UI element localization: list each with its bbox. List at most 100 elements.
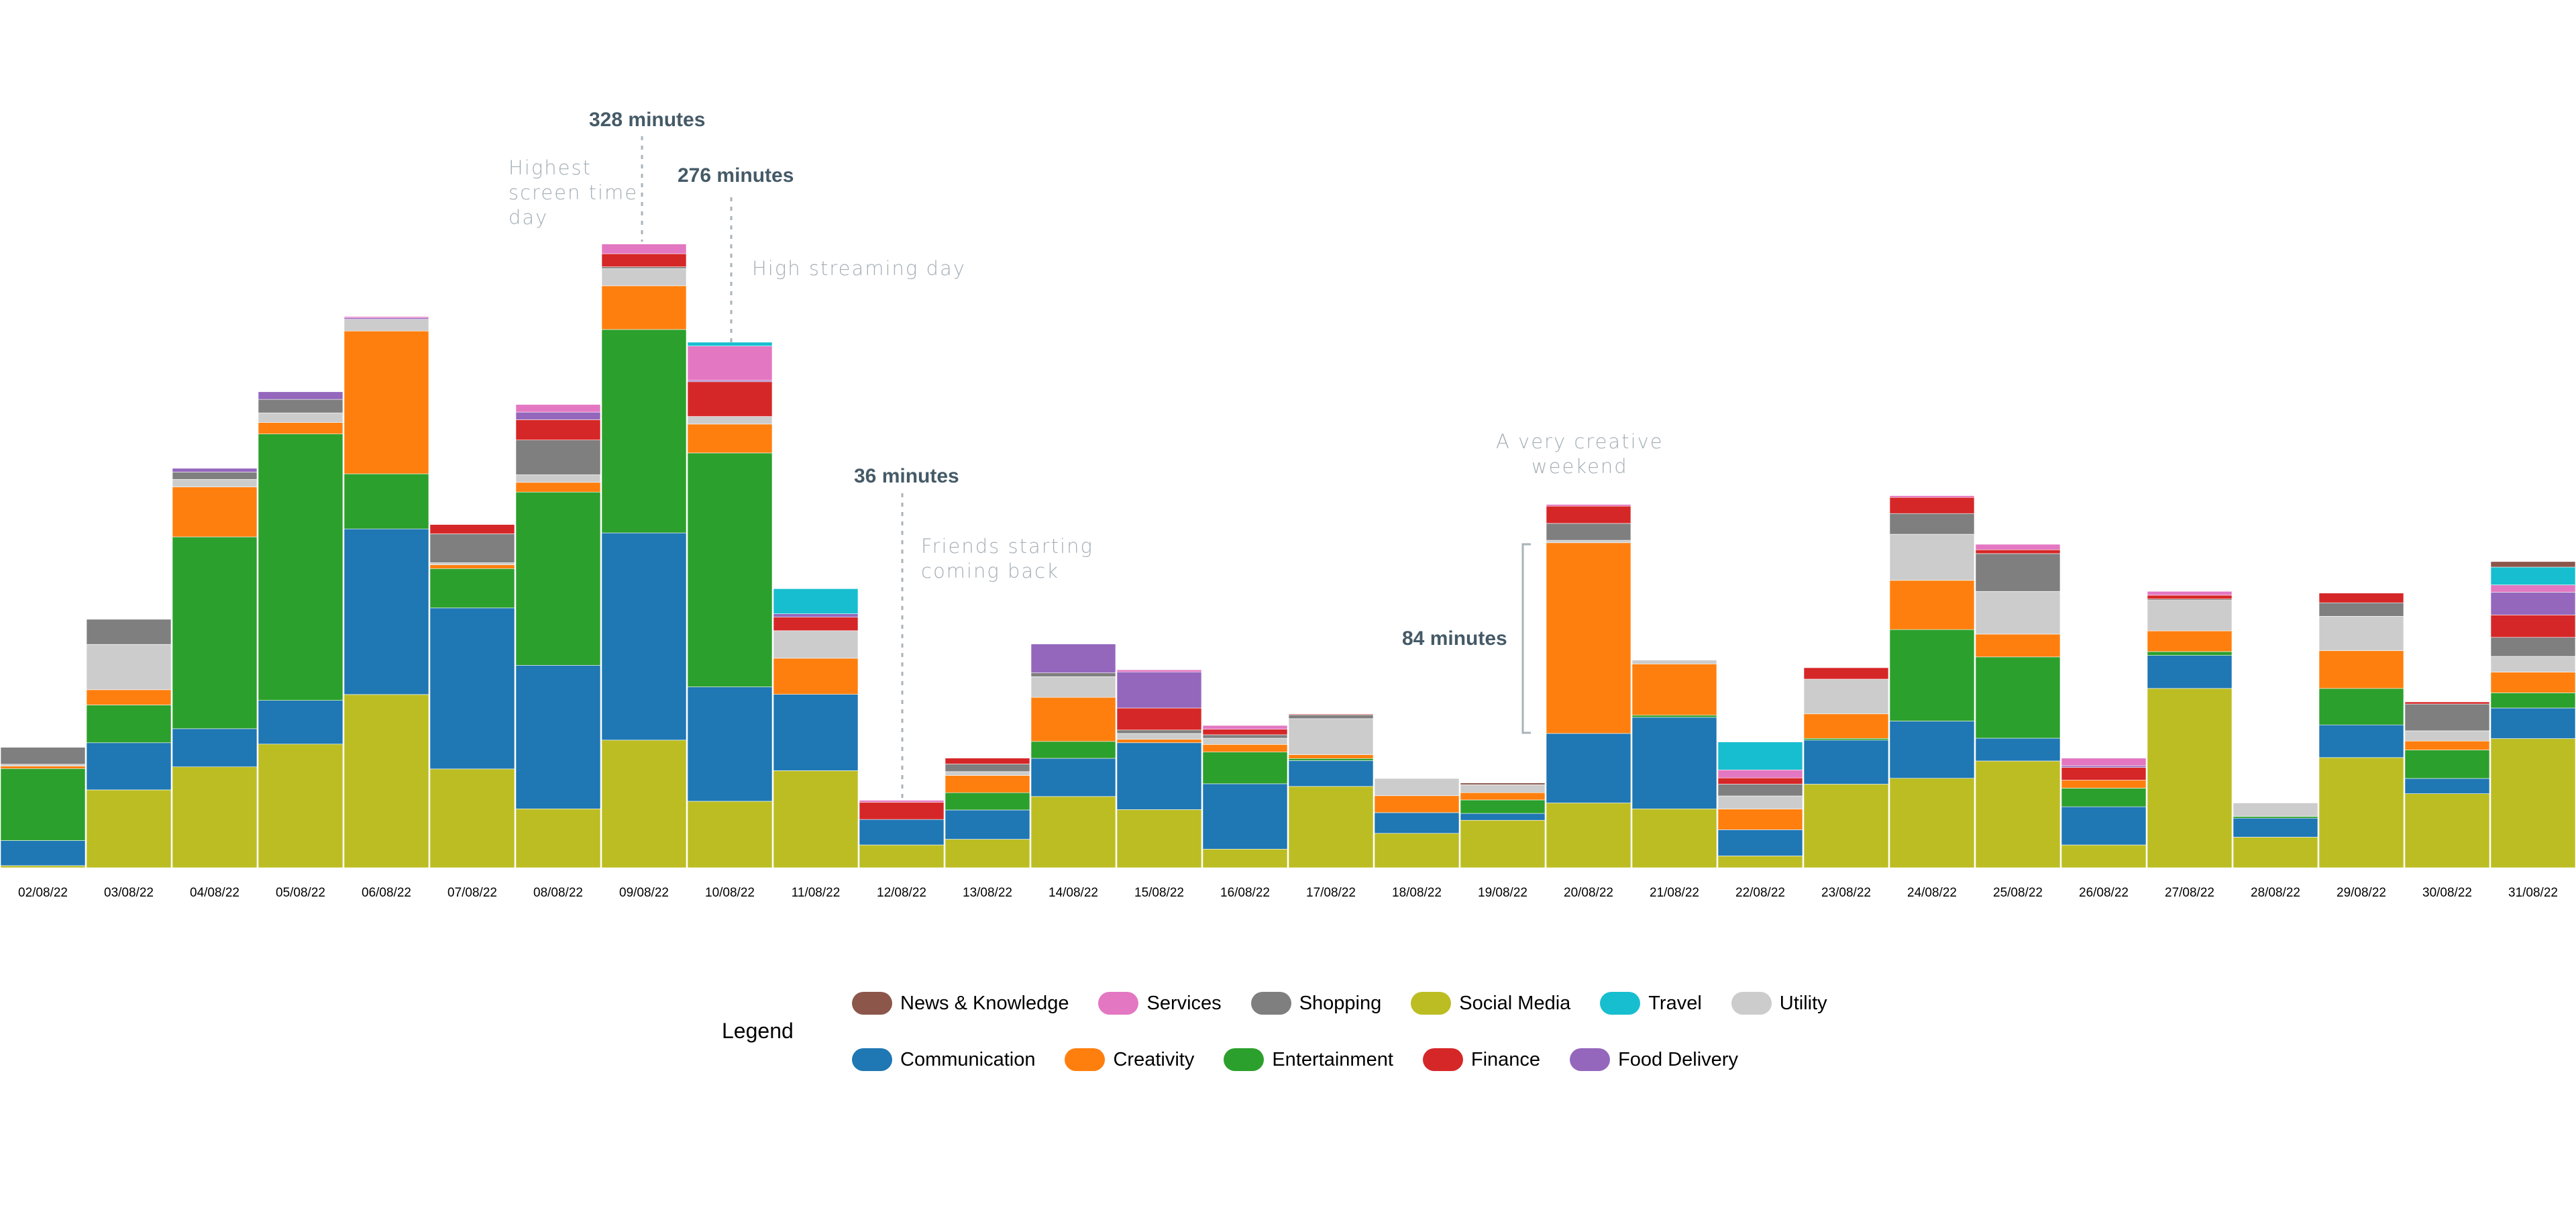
legend-item[interactable]: Social Media	[1411, 992, 1570, 1015]
bar-segment-social-media-18/08/22	[1374, 833, 1460, 868]
bar-segment-entertainment-07/08/22	[429, 568, 515, 609]
bar-segment-social-media-05/08/22	[258, 744, 343, 868]
bar-segment-creativity-19/08/22	[1460, 792, 1546, 801]
bar-segment-finance-20/08/22	[1546, 505, 1631, 524]
bar-segment-finance-17/08/22	[1288, 713, 1374, 715]
legend-item[interactable]: Travel	[1600, 992, 1702, 1015]
bar-segment-utility-30/08/22	[2404, 730, 2490, 742]
legend-item[interactable]: Communication	[852, 1048, 1035, 1071]
annotation-streaming-total: 276 minutes	[678, 164, 794, 187]
bar-segment-shopping-04/08/22	[172, 472, 258, 480]
legend-label: Food Delivery	[1618, 1048, 1738, 1070]
x-tick-label: 31/08/22	[2508, 886, 2558, 900]
x-tick-label: 21/08/22	[1650, 886, 1699, 900]
legend-item[interactable]: Creativity	[1065, 1048, 1194, 1071]
bar-segment-food-delivery-05/08/22	[258, 391, 343, 400]
x-tick-label: 19/08/22	[1478, 886, 1527, 900]
legend-item[interactable]: Entertainment	[1224, 1048, 1393, 1071]
annotation-creative-note: A very creative weekend	[1496, 430, 1664, 478]
bar-segment-creativity-07/08/22	[429, 564, 515, 569]
bar-segment-utility-19/08/22	[1460, 784, 1546, 793]
bar-segment-shopping-31/08/22	[2490, 637, 2576, 657]
bar-segment-shopping-05/08/22	[258, 399, 343, 413]
bar-segment-creativity-27/08/22	[2147, 630, 2233, 652]
bar-segment-utility-02/08/22	[0, 764, 86, 766]
bar-segment-services-12/08/22	[859, 800, 945, 803]
bar-segment-entertainment-31/08/22	[2490, 693, 2576, 709]
x-tick-label: 02/08/22	[18, 886, 68, 900]
bar-segment-utility-23/08/22	[1803, 678, 1889, 715]
bar-segment-entertainment-08/08/22	[515, 491, 601, 666]
bar-segment-communication-11/08/22	[773, 694, 859, 771]
bar-segment-services-06/08/22	[343, 316, 429, 319]
bar-segment-entertainment-05/08/22	[258, 434, 343, 701]
x-tick-label: 23/08/22	[1821, 886, 1871, 900]
bar-segment-social-media-24/08/22	[1889, 778, 1975, 868]
bar-segment-services-09/08/22	[601, 244, 687, 254]
bar-segment-food-delivery-14/08/22	[1030, 644, 1116, 673]
bar-segment-finance-22/08/22	[1717, 777, 1803, 784]
bar-segment-utility-14/08/22	[1030, 676, 1116, 698]
bar-segment-news-knowledge-19/08/22	[1460, 782, 1546, 785]
bar-segment-shopping-13/08/22	[945, 764, 1030, 772]
bar-segment-utility-10/08/22	[687, 416, 773, 425]
bar-segment-finance-11/08/22	[773, 617, 859, 631]
bars-group	[0, 244, 2576, 868]
bar-segment-creativity-30/08/22	[2404, 740, 2490, 750]
bar-segment-creativity-16/08/22	[1202, 744, 1288, 752]
bar-segment-services-10/08/22	[687, 346, 773, 381]
bar-segment-social-media-16/08/22	[1202, 848, 1288, 868]
x-tick-label: 04/08/22	[190, 886, 239, 900]
bar-segment-creativity-20/08/22	[1546, 542, 1631, 734]
legend-label: Finance	[1470, 1048, 1541, 1070]
bar-segment-communication-09/08/22	[601, 532, 687, 741]
bar-segment-food-delivery-11/08/22	[773, 613, 859, 618]
bar-segment-communication-04/08/22	[172, 728, 258, 768]
x-tick-label: 14/08/22	[1049, 886, 1098, 900]
bar-segment-utility-29/08/22	[2318, 616, 2404, 651]
bar-segment-shopping-22/08/22	[1717, 784, 1803, 797]
legend-swatch-icon	[1250, 992, 1291, 1015]
x-tick-label: 09/08/22	[619, 886, 669, 900]
legend-item[interactable]: Services	[1098, 992, 1222, 1015]
bar-segment-finance-07/08/22	[429, 524, 515, 534]
bar-segment-communication-22/08/22	[1717, 829, 1803, 856]
bar-segment-creativity-21/08/22	[1631, 664, 1717, 716]
x-tick-label: 20/08/22	[1564, 886, 1613, 900]
bar-segment-shopping-08/08/22	[515, 440, 601, 475]
bar-segment-communication-06/08/22	[343, 528, 429, 695]
bar-segment-creativity-31/08/22	[2490, 672, 2576, 693]
annotation-streaming-note: High streaming day	[752, 257, 966, 280]
bar-segment-social-media-08/08/22	[515, 808, 601, 868]
bar-segment-communication-03/08/22	[86, 742, 172, 791]
bar-segment-communication-26/08/22	[2061, 806, 2147, 846]
legend-item[interactable]: News & Knowledge	[852, 992, 1069, 1015]
bar-segment-services-25/08/22	[1975, 544, 2061, 550]
bar-segment-services-31/08/22	[2490, 585, 2576, 593]
bar-segment-creativity-13/08/22	[945, 775, 1030, 793]
bar-segment-shopping-20/08/22	[1546, 523, 1631, 541]
legend-item[interactable]: Shopping	[1250, 992, 1381, 1015]
bar-segment-services-15/08/22	[1116, 669, 1202, 672]
bar-segment-shopping-03/08/22	[86, 619, 172, 645]
bar-segment-creativity-06/08/22	[343, 330, 429, 474]
legend-item[interactable]: Utility	[1731, 992, 1827, 1015]
bar-segment-finance-27/08/22	[2147, 595, 2233, 599]
bar-segment-utility-15/08/22	[1116, 733, 1202, 740]
bar-segment-social-media-13/08/22	[945, 839, 1030, 868]
bar-segment-utility-06/08/22	[343, 319, 429, 332]
bar-segment-communication-05/08/22	[258, 700, 343, 745]
bar-segment-communication-30/08/22	[2404, 778, 2490, 794]
x-axis-ticks: 02/08/22 03/08/22 04/08/22 05/08/22 06/08/22…	[18, 886, 2558, 900]
x-tick-label: 11/08/22	[792, 886, 841, 900]
bar-segment-social-media-20/08/22	[1546, 803, 1631, 868]
bar-segment-communication-24/08/22	[1889, 721, 1975, 779]
annotation-low-total: 36 minutes	[854, 465, 959, 487]
bar-segment-creativity-22/08/22	[1717, 809, 1803, 830]
bar-segment-finance-15/08/22	[1116, 707, 1202, 731]
x-tick-label: 16/08/22	[1220, 886, 1270, 900]
legend-item[interactable]: Food Delivery	[1570, 1048, 1738, 1071]
legend-item[interactable]: Finance	[1422, 1048, 1541, 1071]
bar-segment-food-delivery-31/08/22	[2490, 592, 2576, 615]
